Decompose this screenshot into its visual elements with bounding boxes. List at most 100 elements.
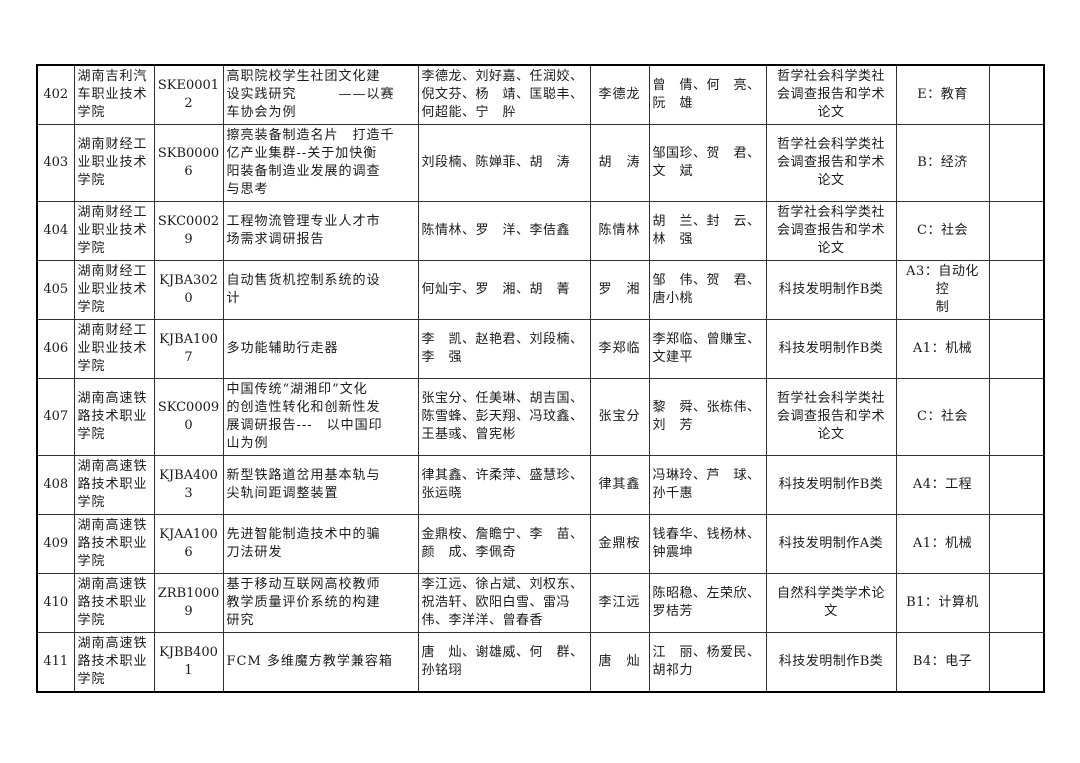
cell-empty bbox=[988, 201, 1045, 261]
cell-row-number: 406 bbox=[36, 319, 75, 379]
cell-first-author: 胡 涛 bbox=[589, 124, 650, 202]
table-row: 411 湖南高速铁 路技术职业 学院 KJBB4001 FCM 多维魔方教学兼容箱唐 … bbox=[36, 632, 1045, 693]
cell-institution: 湖南财经工 业职业技术 学院 bbox=[73, 260, 155, 320]
cell-row-number: 407 bbox=[36, 378, 75, 456]
cell-discipline-code: A1：机械 bbox=[895, 514, 990, 574]
table-row: 408 湖南高速铁 路技术职业 学院 KJBA4003 新型铁路道岔用基本轨与 尖轨间… bbox=[36, 455, 1045, 515]
cell-project-title: 先进智能制造技术中的骗 刀法研发 bbox=[222, 514, 419, 574]
cell-authors: 何灿宇、罗 湘、胡 菁 bbox=[417, 260, 591, 320]
cell-empty bbox=[988, 319, 1045, 379]
cell-institution: 湖南高速铁 路技术职业 学院 bbox=[73, 514, 155, 574]
cell-project-code: SKC00090 bbox=[153, 378, 224, 456]
cell-advisors: 曾 倩、何 亮、 阮 雄 bbox=[648, 64, 767, 125]
cell-row-number: 405 bbox=[36, 260, 75, 320]
cell-entry-category: 自然科学类学术论 文 bbox=[765, 573, 897, 633]
cell-authors: 金鼎桉、詹瞻宁、李 苗、 颜 成、李佩奇 bbox=[417, 514, 591, 574]
cell-authors: 李德龙、刘好嘉、任润姣、 倪文芬、杨 靖、匡聪丰、 何超能、宁 肸 bbox=[417, 64, 591, 125]
cell-advisors: 邹 伟、贺 君、 唐小桃 bbox=[648, 260, 767, 320]
table-row: 406 湖南财经工 业职业技术 学院 KJBA1007 多功能辅助行走器李 凯、赵艳君… bbox=[36, 319, 1045, 379]
cell-institution: 湖南吉利汽 车职业技术 学院 bbox=[73, 64, 155, 125]
cell-project-title: 高职院校学生社团文化建 设实践研究 ——以赛 车协会为例 bbox=[222, 64, 419, 125]
cell-empty bbox=[988, 573, 1045, 633]
cell-project-title: FCM 多维魔方教学兼容箱 bbox=[222, 632, 419, 693]
cell-advisors: 冯琳玲、芦 球、 孙千惠 bbox=[648, 455, 767, 515]
table-row: 403 湖南财经工 业职业技术 学院 SKB00006 擦亮装备制造名片 打造千 亿产… bbox=[36, 124, 1045, 202]
cell-empty bbox=[988, 514, 1045, 574]
table-row: 404 湖南财经工 业职业技术 学院 SKC00029 工程物流管理专业人才市 场需求… bbox=[36, 201, 1045, 261]
cell-authors: 律其鑫、许柔萍、盛慧珍、 张运晓 bbox=[417, 455, 591, 515]
cell-advisors: 钱春华、钱杨林、 钟震坤 bbox=[648, 514, 767, 574]
cell-entry-category: 科技发明制作A类 bbox=[765, 514, 897, 574]
cell-discipline-code: B4：电子 bbox=[895, 632, 990, 693]
cell-empty bbox=[988, 124, 1045, 202]
projects-table-body: 402 湖南吉利汽 车职业技术 学院 SKE00012 高职院校学生社团文化建 设实践… bbox=[36, 64, 1045, 693]
cell-first-author: 罗 湘 bbox=[589, 260, 650, 320]
cell-authors: 刘段楠、陈婵菲、胡 涛 bbox=[417, 124, 591, 202]
cell-discipline-code: E：教育 bbox=[895, 64, 990, 125]
cell-project-code: SKC00029 bbox=[153, 201, 224, 261]
cell-first-author: 金鼎桉 bbox=[589, 514, 650, 574]
table-row: 409 湖南高速铁 路技术职业 学院 KJAA1006 先进智能制造技术中的骗 刀法研… bbox=[36, 514, 1045, 574]
cell-institution: 湖南财经工 业职业技术 学院 bbox=[73, 319, 155, 379]
cell-first-author: 张宝分 bbox=[589, 378, 650, 456]
cell-advisors: 江 丽、杨爱民、 胡祁力 bbox=[648, 632, 767, 693]
cell-empty bbox=[988, 64, 1045, 125]
cell-project-code: KJBB4001 bbox=[153, 632, 224, 693]
cell-project-code: ZRB10009 bbox=[153, 573, 224, 633]
cell-authors: 李江远、徐占斌、刘权东、 祝浩轩、欧阳白雪、雷冯 伟、李洋洋、曾春香 bbox=[417, 573, 591, 633]
cell-first-author: 唐 灿 bbox=[589, 632, 650, 693]
cell-row-number: 411 bbox=[36, 632, 75, 693]
cell-project-title: 自动售货机控制系统的设 计 bbox=[222, 260, 419, 320]
cell-entry-category: 哲学社会科学类社 会调查报告和学术 论文 bbox=[765, 124, 897, 202]
cell-discipline-code: B：经济 bbox=[895, 124, 990, 202]
cell-first-author: 律其鑫 bbox=[589, 455, 650, 515]
cell-advisors: 陈昭稳、左荣欣、 罗桔芳 bbox=[648, 573, 767, 633]
cell-discipline-code: A1：机械 bbox=[895, 319, 990, 379]
cell-project-title: 中国传统“湖湘印”文化 的创造性转化和创新性发 展调研报告--- 以中国印 山为… bbox=[222, 378, 419, 456]
cell-discipline-code: A3：自动化控 制 bbox=[895, 260, 990, 320]
cell-discipline-code: A4：工程 bbox=[895, 455, 990, 515]
cell-project-title: 多功能辅助行走器 bbox=[222, 319, 419, 379]
cell-entry-category: 哲学社会科学类社 会调查报告和学术 论文 bbox=[765, 378, 897, 456]
cell-discipline-code: C：社会 bbox=[895, 201, 990, 261]
cell-institution: 湖南财经工 业职业技术 学院 bbox=[73, 201, 155, 261]
cell-row-number: 403 bbox=[36, 124, 75, 202]
table-row: 402 湖南吉利汽 车职业技术 学院 SKE00012 高职院校学生社团文化建 设实践… bbox=[36, 64, 1045, 125]
cell-row-number: 408 bbox=[36, 455, 75, 515]
cell-advisors: 胡 兰、封 云、 林 强 bbox=[648, 201, 767, 261]
cell-empty bbox=[988, 632, 1045, 693]
cell-row-number: 404 bbox=[36, 201, 75, 261]
cell-project-title: 工程物流管理专业人才市 场需求调研报告 bbox=[222, 201, 419, 261]
cell-row-number: 410 bbox=[36, 573, 75, 633]
cell-authors: 唐 灿、谢雄威、何 群、 孙铭珝 bbox=[417, 632, 591, 693]
cell-project-title: 新型铁路道岔用基本轨与 尖轨间距调整装置 bbox=[222, 455, 419, 515]
cell-entry-category: 哲学社会科学类社 会调查报告和学术 论文 bbox=[765, 201, 897, 261]
cell-authors: 陈情林、罗 洋、李佶鑫 bbox=[417, 201, 591, 261]
cell-first-author: 李郑临 bbox=[589, 319, 650, 379]
cell-project-code: KJAA1006 bbox=[153, 514, 224, 574]
cell-advisors: 李郑临、曾赚宝、 文建平 bbox=[648, 319, 767, 379]
cell-project-title: 基于移动互联网高校教师 教学质量评价系统的构建 研究 bbox=[222, 573, 419, 633]
cell-first-author: 李江远 bbox=[589, 573, 650, 633]
cell-institution: 湖南高速铁 路技术职业 学院 bbox=[73, 455, 155, 515]
cell-discipline-code: B1：计算机 bbox=[895, 573, 990, 633]
cell-project-code: SKB00006 bbox=[153, 124, 224, 202]
cell-institution: 湖南高速铁 路技术职业 学院 bbox=[73, 632, 155, 693]
cell-institution: 湖南财经工 业职业技术 学院 bbox=[73, 124, 155, 202]
cell-empty bbox=[988, 260, 1045, 320]
table-row: 405 湖南财经工 业职业技术 学院 KJBA3020 自动售货机控制系统的设 计何灿… bbox=[36, 260, 1045, 320]
cell-project-code: KJBA3020 bbox=[153, 260, 224, 320]
projects-table: 402 湖南吉利汽 车职业技术 学院 SKE00012 高职院校学生社团文化建 设实践… bbox=[36, 64, 1045, 693]
cell-entry-category: 哲学社会科学类社 会调查报告和学术 论文 bbox=[765, 64, 897, 125]
table-row: 410 湖南高速铁 路技术职业 学院 ZRB10009 基于移动互联网高校教师 教学质… bbox=[36, 573, 1045, 633]
cell-advisors: 黎 舜、张栋伟、 刘 芳 bbox=[648, 378, 767, 456]
cell-authors: 张宝分、任美琳、胡吉国、 陈雪蜂、彭天翔、冯玟鑫、 王基彧、曾宪彬 bbox=[417, 378, 591, 456]
cell-project-code: SKE00012 bbox=[153, 64, 224, 125]
cell-first-author: 李德龙 bbox=[589, 64, 650, 125]
cell-empty bbox=[988, 378, 1045, 456]
cell-project-code: KJBA1007 bbox=[153, 319, 224, 379]
cell-first-author: 陈情林 bbox=[589, 201, 650, 261]
table-row: 407 湖南高速铁 路技术职业 学院 SKC00090 中国传统“湖湘印”文化 的创造… bbox=[36, 378, 1045, 456]
cell-entry-category: 科技发明制作B类 bbox=[765, 319, 897, 379]
